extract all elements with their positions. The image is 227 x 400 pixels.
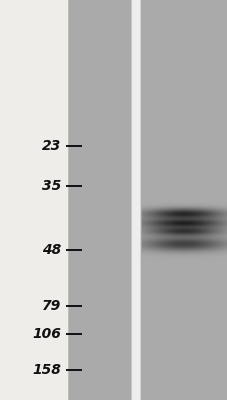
Text: 48: 48 (42, 243, 61, 257)
Text: 158: 158 (32, 363, 61, 377)
Text: 79: 79 (42, 299, 61, 313)
Text: 106: 106 (32, 327, 61, 341)
Text: 23: 23 (42, 139, 61, 153)
Text: 35: 35 (42, 179, 61, 193)
